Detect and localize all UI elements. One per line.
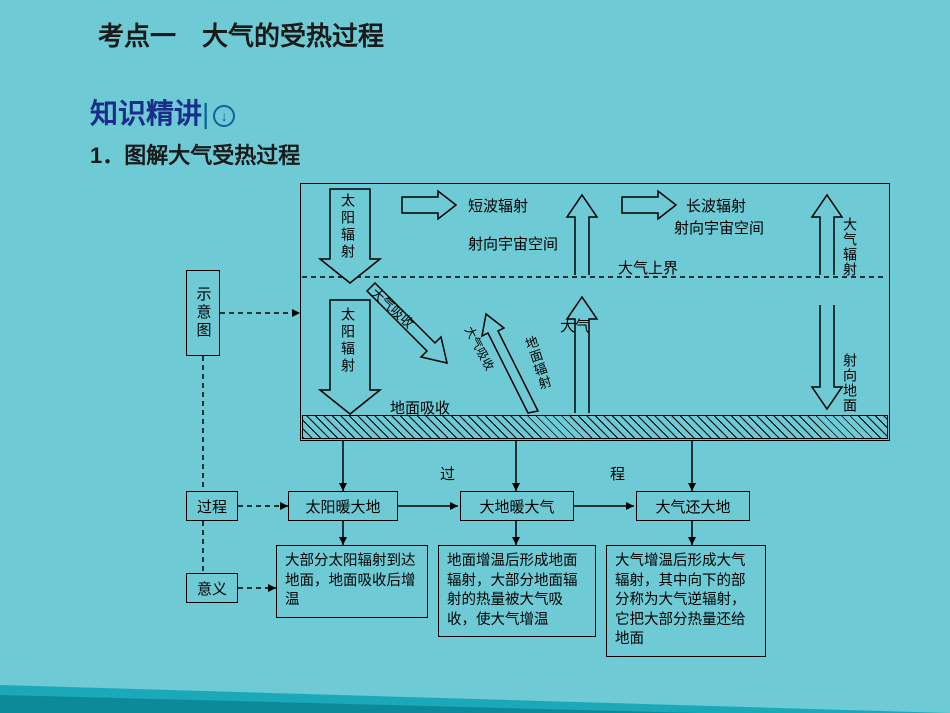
label-to-space2: 射向宇宙空间 <box>674 217 764 238</box>
process-step-2: 大地暖大气 <box>460 491 574 521</box>
diagram-container: 示意图 过程 意义 <box>180 175 900 695</box>
process-title-2: 程 <box>610 463 625 484</box>
subtitle-text: 知识精讲 <box>90 98 202 129</box>
meaning-box-3: 大气增温后形成大气辐射，其中向下的部分称为大气逆辐射，它把大部分热量还给地面 <box>606 545 766 657</box>
page-title: 考点一 大气的受热过程 <box>98 16 384 53</box>
label-atmos-rad: 大气辐射 <box>840 217 860 277</box>
process-title-1: 过 <box>440 463 455 484</box>
process-step-1: 太阳暖大地 <box>288 491 398 521</box>
label-to-space1: 射向宇宙空间 <box>468 233 558 254</box>
label-ground-absorb: 地面吸收 <box>390 397 450 418</box>
label-sun-rad-upper: 太阳辐射 <box>338 193 358 261</box>
ground-hatch <box>302 415 888 439</box>
footer-triangle-2 <box>0 695 700 713</box>
label-atmos-upper: 大气上界 <box>618 257 678 278</box>
section-subtitle: 知识精讲|↓ <box>90 92 235 132</box>
meaning-box-2: 地面增温后形成地面辐射，大部分地面辐射的热量被大气吸收，使大气增温 <box>438 545 596 637</box>
section-heading: 1．图解大气受热过程 <box>90 138 300 170</box>
label-sun-rad-lower: 太阳辐射 <box>338 307 358 375</box>
label-atmos: 大气 <box>560 315 590 336</box>
meaning-box-1: 大部分太阳辐射到达地面，地面吸收后增温 <box>276 545 428 618</box>
left-box-schematic: 示意图 <box>186 270 220 356</box>
label-long-wave: 长波辐射 <box>686 195 746 216</box>
process-step-3: 大气还大地 <box>636 491 750 521</box>
label-short-wave: 短波辐射 <box>468 195 528 216</box>
left-box-meaning: 意义 <box>186 573 238 603</box>
down-arrow-icon: ↓ <box>213 105 235 127</box>
left-box-process: 过程 <box>186 491 238 521</box>
label-to-ground: 射向地面 <box>840 353 860 413</box>
